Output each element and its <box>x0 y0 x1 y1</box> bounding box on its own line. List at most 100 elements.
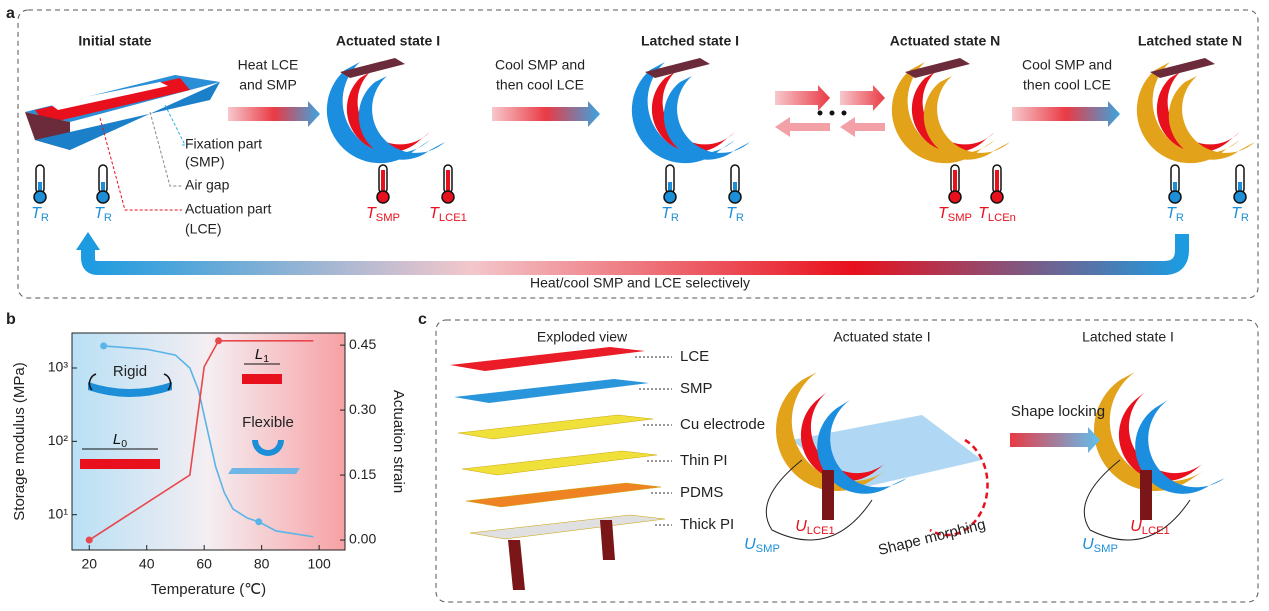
l1-label-main: L <box>255 346 263 363</box>
y-tick-label: 10² <box>48 432 69 448</box>
voltage-label-sub: LCE1 <box>807 525 835 537</box>
thermometer-bulb <box>1233 190 1247 204</box>
layer-label: Thick PI <box>680 516 734 533</box>
device-blue-front <box>35 82 220 150</box>
device-red <box>35 78 190 124</box>
thermometer-fill <box>1173 182 1177 193</box>
thermometer-bulb <box>728 190 742 204</box>
series-point <box>100 342 108 350</box>
gradient-arrow <box>228 101 320 127</box>
voltage-label-sub: SMP <box>1094 543 1118 555</box>
layer-label: Thin PI <box>680 452 728 469</box>
l0-bar <box>80 459 160 469</box>
l1-bar <box>242 374 282 384</box>
l0-label-sub: 0 <box>121 438 127 450</box>
temperature-label-main: T <box>31 205 42 222</box>
device-gap <box>50 82 168 110</box>
temperature-label-sub: R <box>41 212 49 224</box>
temperature-label: TSMP <box>938 205 972 224</box>
thermometer-bulb <box>96 190 110 204</box>
temperature-label-sub: R <box>1241 212 1249 224</box>
temperature-label: TLCEn <box>978 205 1016 224</box>
thermometer-fill <box>38 182 42 193</box>
back-arrow <box>775 117 830 137</box>
state-title: Actuated state N <box>890 33 1000 49</box>
layer-shape <box>450 347 645 371</box>
arrow-label: then cool LCE <box>496 77 584 93</box>
temperature-label: TSMP <box>366 205 400 224</box>
voltage-label-main: U <box>744 536 756 553</box>
thermometer-bulb <box>33 190 47 204</box>
layer-label: SMP <box>680 380 713 397</box>
panel-label: c <box>418 311 427 328</box>
ellipsis-dot <box>817 110 823 116</box>
arrow-label: Heat LCE <box>238 57 299 73</box>
curl-back <box>631 62 735 164</box>
voltage-label: ULCE1 <box>1130 518 1170 537</box>
loop-start <box>1175 234 1189 244</box>
temperature-label-sub: R <box>1176 212 1184 224</box>
panel-label: b <box>6 311 16 328</box>
device-back <box>775 372 887 492</box>
y2-axis-label: Actuation strain <box>390 390 407 493</box>
section-title: Actuated state I <box>833 329 930 345</box>
temperature-label: TR <box>31 205 49 224</box>
temperature-label: TR <box>661 205 679 224</box>
panel-label: a <box>6 5 15 22</box>
layer-shape <box>465 482 662 508</box>
morph-arc <box>929 438 989 537</box>
plot-background <box>72 333 345 550</box>
layer-shape <box>461 450 658 476</box>
temperature-label-main: T <box>366 205 377 222</box>
curl-front <box>1168 76 1255 160</box>
panel-a: a Initial state Actuated state I Latched st… <box>6 5 1255 291</box>
curl-edge <box>340 58 405 78</box>
series-line <box>88 339 314 541</box>
temperature-label: TR <box>1166 205 1184 224</box>
layer-label: LCE <box>680 348 709 365</box>
x-axis-label: Temperature (℃) <box>151 581 266 598</box>
y2-tick-label: 0.00 <box>349 531 376 547</box>
thermometer-bulb <box>663 190 677 204</box>
temperature-label-main: T <box>1231 205 1242 222</box>
y-tick-label: 10³ <box>48 359 69 375</box>
temperature-label-sub: R <box>104 212 112 224</box>
voltage-label-sub: LCE1 <box>1142 525 1170 537</box>
lock-label: Shape locking <box>1011 403 1105 420</box>
ellipsis-dot <box>829 110 835 116</box>
leader-line <box>149 111 182 187</box>
series-point <box>85 536 93 544</box>
y2-tick-label: 0.30 <box>349 401 376 417</box>
y-tick-label: 10¹ <box>48 505 69 521</box>
leader-line <box>99 117 182 211</box>
temperature-label-sub: LCE1 <box>439 212 467 224</box>
curl-front <box>663 76 750 160</box>
thermometer-fill <box>1238 182 1242 193</box>
l1-label-sub: 1 <box>263 353 269 365</box>
loop-arrowhead <box>76 232 100 250</box>
y2-tick-label: 0.45 <box>349 336 376 352</box>
curl-front <box>358 76 445 160</box>
annotation: Air gap <box>185 177 230 193</box>
wires <box>765 459 873 541</box>
thermometer-bulb <box>948 190 962 204</box>
temperature-label-main: T <box>1166 205 1177 222</box>
x-tick-label: 100 <box>307 556 331 572</box>
annotation: (SMP) <box>185 154 225 170</box>
voltage-label-main: U <box>1082 536 1094 553</box>
annotation: Actuation part <box>185 201 271 217</box>
device-blue <box>817 400 907 494</box>
curl-edge <box>905 58 970 78</box>
post <box>600 520 615 560</box>
thermometer-fill <box>101 182 105 193</box>
thermometer-fill <box>733 182 737 193</box>
curl-back <box>1136 62 1240 164</box>
temperature-label-sub: SMP <box>376 212 400 224</box>
state-title: Latched state I <box>641 33 739 49</box>
curl-edge <box>1150 58 1215 78</box>
l0-label: L0 <box>113 431 127 450</box>
thermometer-bulb <box>990 190 1004 204</box>
layer-label: Cu electrode <box>680 416 765 433</box>
section-title: Exploded view <box>537 329 628 345</box>
